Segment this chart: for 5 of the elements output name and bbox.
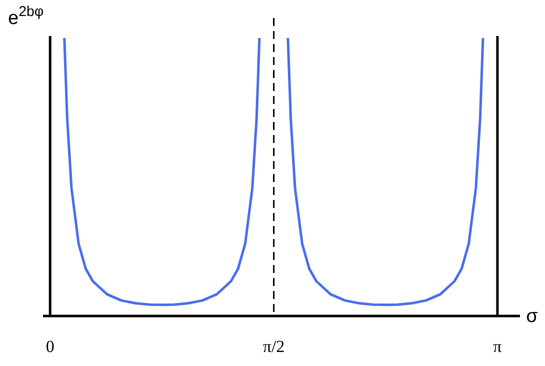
- x-tick-label: π: [493, 337, 502, 356]
- x-axis-title: σ: [526, 306, 538, 327]
- x-tick-label: 0: [46, 337, 54, 356]
- y-axis-title: e$^{2bφ}$: [8, 4, 44, 29]
- x-tick-label: π/2: [262, 337, 285, 356]
